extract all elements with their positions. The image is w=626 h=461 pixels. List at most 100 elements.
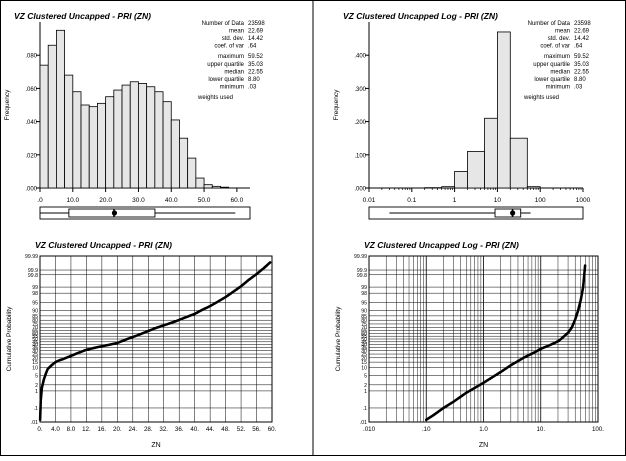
chart-1-x-tick-label: 60.0 bbox=[231, 197, 244, 204]
chart-1-x-tick-label: 30.0 bbox=[132, 197, 145, 204]
chart-2-boxplot-mean bbox=[510, 210, 515, 215]
chart-1-stats-weights: weights used bbox=[197, 95, 233, 101]
chart-2-y-tick-label: .300 bbox=[354, 87, 366, 93]
chart-4-x-tick-label: 100. bbox=[592, 426, 604, 433]
chart-1-y-tick-label: .020 bbox=[25, 153, 37, 159]
chart-3-x-tick-label: 16. bbox=[98, 426, 107, 433]
chart-1-bar bbox=[65, 75, 73, 188]
chart-3-y-tick-label: 98 bbox=[32, 291, 38, 297]
chart-1-bar bbox=[220, 187, 228, 188]
chart-4-y-tick-label: 99.9 bbox=[357, 268, 367, 274]
chart-1-title: VZ Clustered Uncapped - PRI (ZN) bbox=[14, 11, 151, 21]
chart-3-y-tick-label: 95 bbox=[32, 300, 38, 306]
chart-1-stats-label: minimum bbox=[220, 84, 244, 90]
chart-3-y-tick-label: 99.99 bbox=[25, 254, 38, 260]
chart-2-stats-value: 14.42 bbox=[574, 36, 590, 42]
chart-2-x-tick-label: 100 bbox=[535, 197, 546, 204]
chart-3-x-tick-label: 4.0 bbox=[51, 426, 60, 433]
chart-4-x-tick-label: .010 bbox=[363, 426, 376, 433]
chart-2-stats-value: .64 bbox=[574, 44, 583, 50]
chart-4-y-tick-label: 10 bbox=[361, 366, 367, 372]
chart-3-x-label: ZN bbox=[151, 442, 160, 449]
chart-2-y-tick-label: .400 bbox=[354, 54, 366, 60]
chart-4-y-tick-label: 2 bbox=[364, 383, 367, 389]
chart-3-y-tick-label: 2 bbox=[35, 383, 38, 389]
chart-1-stats-value: 35.03 bbox=[248, 62, 264, 68]
chart-4-y-tick-label: 1 bbox=[364, 389, 367, 395]
chart-1-stats-label: upper quartile bbox=[207, 62, 244, 68]
chart-1-x-tick-label: 20.0 bbox=[99, 197, 112, 204]
chart-1-bar bbox=[56, 30, 64, 188]
chart-1-bar bbox=[73, 92, 81, 188]
chart-3-x-tick-label: 40. bbox=[190, 426, 199, 433]
chart-3-y-label: Cumulative Probability bbox=[6, 306, 13, 371]
chart-1-bar bbox=[130, 82, 138, 188]
chart-1-stats-value: .03 bbox=[248, 84, 257, 90]
chart-1-stats-value: 22.69 bbox=[248, 29, 264, 35]
chart-3-x-tick-label: 28. bbox=[144, 426, 153, 433]
chart-4-y-tick-label: 99 bbox=[361, 285, 367, 291]
chart-1-bar bbox=[204, 185, 212, 188]
chart-1-y-tick-label: .080 bbox=[25, 54, 37, 60]
chart-3-x-tick-label: 32. bbox=[159, 426, 168, 433]
chart-2-stats-value: 23598 bbox=[574, 21, 591, 27]
chart-2-bar bbox=[527, 187, 540, 188]
chart-3-title: VZ Clustered Uncapped - PRI (ZN) bbox=[35, 240, 172, 250]
chart-4-y-tick-label: 90 bbox=[361, 308, 367, 314]
chart-2-y-label: Frequency bbox=[333, 89, 340, 120]
chart-4-x-label: ZN bbox=[479, 442, 488, 449]
chart-2-stats-label: maximum bbox=[544, 54, 570, 60]
chart-4-title: VZ Clustered Uncapped Log - PRI (ZN) bbox=[364, 240, 519, 250]
chart-1-bar bbox=[179, 138, 187, 188]
chart-2-stats-weights: weights used bbox=[523, 95, 559, 101]
chart-3-x-tick-label: 48. bbox=[221, 426, 230, 433]
chart-2-bar bbox=[467, 151, 484, 188]
chart-2-bar bbox=[510, 138, 527, 188]
chart-1-stats-label: lower quartile bbox=[208, 77, 244, 83]
chart-2-stats-label: mean bbox=[555, 29, 570, 35]
chart-1-x-tick-label: 50.0 bbox=[198, 197, 211, 204]
chart-2-stats-value: 22.69 bbox=[574, 29, 590, 35]
chart-1-bar bbox=[122, 85, 130, 188]
chart-1-stats-label: maximum bbox=[218, 54, 244, 60]
chart-1-stats-label: std. dev. bbox=[222, 36, 245, 42]
chart-3-x-tick-label: 36. bbox=[175, 426, 184, 433]
chart-1-y-tick-label: .040 bbox=[25, 120, 37, 126]
chart-4-x-tick-label: 10. bbox=[536, 426, 545, 433]
chart-1-bar bbox=[114, 90, 122, 188]
chart-1-x-tick-label: .0 bbox=[37, 197, 43, 204]
chart-1-stats-label: coef. of var bbox=[214, 44, 244, 50]
chart-2-y-tick-label: .000 bbox=[354, 187, 366, 193]
chart-4-y-tick-label: .1 bbox=[363, 406, 367, 412]
chart-2-bar bbox=[442, 187, 455, 188]
chart-4-x-tick-label: 1.0 bbox=[479, 426, 488, 433]
chart-4-y-tick-label: 95 bbox=[361, 300, 367, 306]
chart-2-title: VZ Clustered Uncapped Log - PRI (ZN) bbox=[343, 11, 498, 21]
chart-1-bar bbox=[155, 92, 163, 188]
chart-1-y-tick-label: .060 bbox=[25, 87, 37, 93]
chart-1-bar bbox=[81, 105, 89, 188]
chart-4-y-label: Cumulative Probability bbox=[335, 306, 342, 371]
chart-2-stats-value: .03 bbox=[574, 84, 583, 90]
chart-1-stats-value: 8.80 bbox=[248, 77, 260, 83]
chart-3-y-tick-label: 99.9 bbox=[28, 268, 38, 274]
chart-3-y-tick-label: 99 bbox=[32, 285, 38, 291]
chart-2-stats-value: 22.55 bbox=[574, 69, 590, 75]
chart-2-stats-label: upper quartile bbox=[533, 62, 570, 68]
chart-3-x-tick-label: 8.0 bbox=[67, 426, 76, 433]
chart-3-x-tick-label: 44. bbox=[206, 426, 215, 433]
chart-4-x-tick-label: .10 bbox=[422, 426, 431, 433]
chart-4-y-tick-label: 85 bbox=[361, 314, 367, 320]
chart-1-bar bbox=[97, 103, 105, 188]
chart-1-bar bbox=[106, 97, 114, 188]
chart-4-y-tick-label: 98 bbox=[361, 291, 367, 297]
chart-1-bar bbox=[171, 120, 179, 188]
chart-3-y-tick-label: .1 bbox=[34, 406, 38, 412]
chart-3-x-tick-label: 20. bbox=[113, 426, 122, 433]
chart-2-x-tick-label: 1 bbox=[453, 197, 457, 204]
chart-2-stats-label: Number of Data bbox=[528, 21, 571, 27]
chart-2-y-tick-label: .100 bbox=[354, 153, 366, 159]
chart-2-bar bbox=[455, 171, 468, 188]
